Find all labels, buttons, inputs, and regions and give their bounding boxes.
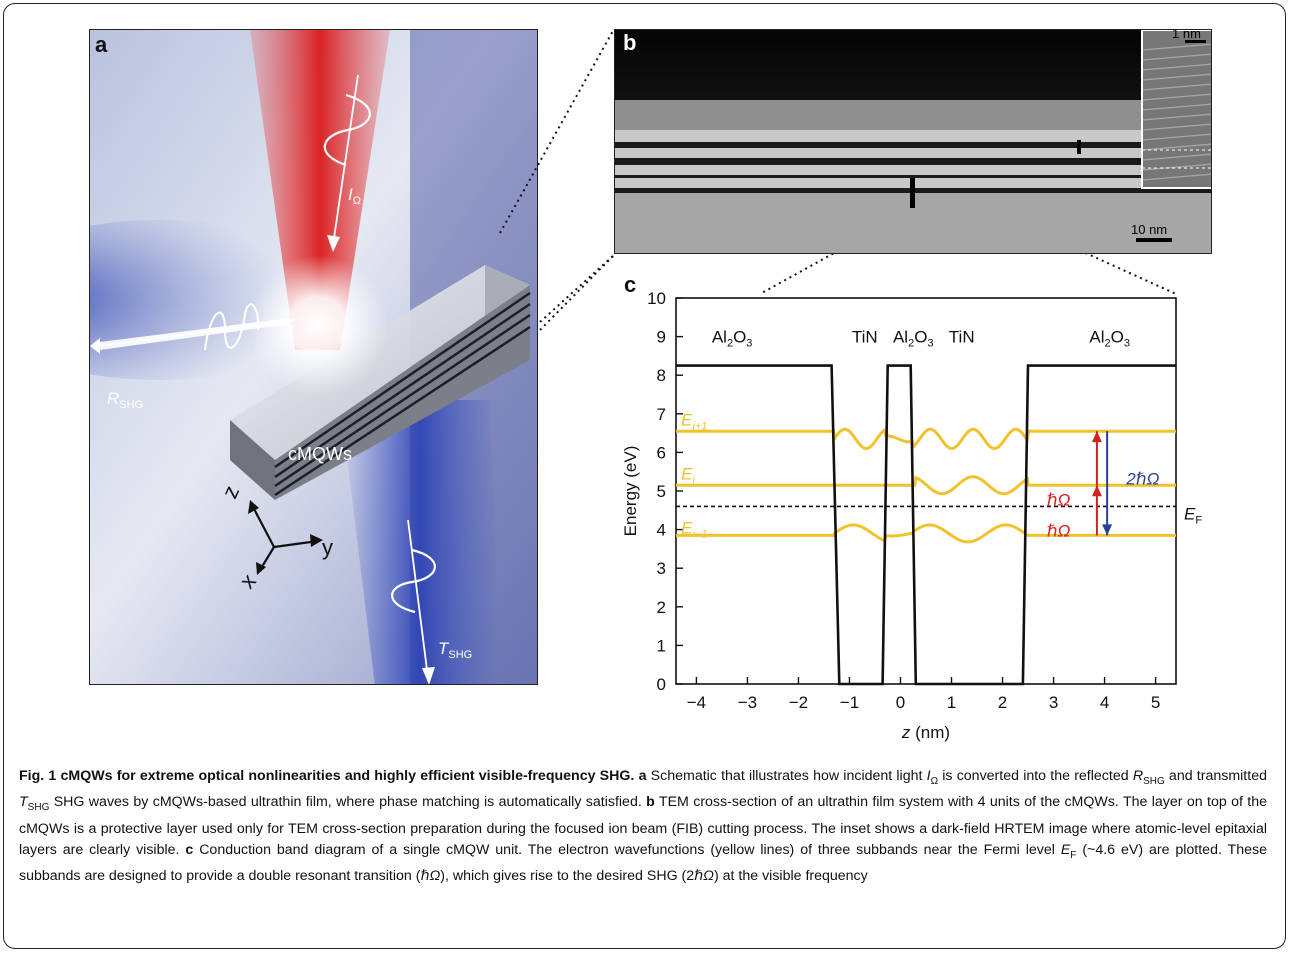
caption-c-label: c (185, 842, 194, 859)
inset-scale-label: 1 nm (1172, 30, 1201, 41)
transition-label-double: 2ℏΩ (1125, 469, 1159, 488)
caption-c-text-4: ) at the visible frequency (713, 868, 868, 885)
caption-b-text: TEM cross-section of an ultrathin film s… (19, 794, 1267, 859)
transition-arrowhead-2 (1091, 431, 1102, 443)
caption-a-symbol-r-sub: SHG (1143, 775, 1165, 787)
transition-label-lower: ℏΩ (1047, 522, 1071, 541)
transmitted-shg-label: TSHG (438, 639, 472, 661)
caption-c-symbol-e-sub: F (1070, 849, 1077, 861)
caption-a-text-3: and transmitted (1164, 768, 1267, 784)
caption-title: cMQWs for extreme optical nonlinearities… (60, 768, 635, 784)
caption-a-symbol-i-sub: Ω (930, 775, 939, 787)
region-label-2: TiN (852, 328, 878, 347)
transition-arrowhead-1 (1091, 485, 1102, 497)
region-label-4: TiN (949, 328, 975, 347)
y-tick-label: 0 (657, 675, 666, 694)
wavefunction-e-i (676, 475, 1176, 496)
caption-c-text-2: (~4.6 eV) are plotted. These subbands ar… (19, 842, 1267, 885)
x-axis-label: z (nm) (901, 723, 950, 742)
caption-a-text-2: is converted into the reflected (938, 768, 1133, 784)
reflected-shg-label: RSHG (107, 389, 143, 411)
caption-b-label: b (646, 794, 655, 811)
main-scale-label: 10 nm (1131, 222, 1167, 237)
cmqws-label: cMQWs (288, 444, 352, 464)
x-tick-label: −4 (687, 693, 706, 712)
subband-label-1: Ei+1 (681, 411, 707, 433)
region-label-1: Al2O3 (712, 328, 753, 350)
caption-a-text-1: Schematic that illustrates how incident … (650, 768, 927, 784)
caption-c-hbar: ℏΩ (420, 868, 441, 885)
panel-c-label: c (624, 272, 636, 297)
region-label-5: Al2O3 (1089, 328, 1130, 350)
x-tick-label: 0 (896, 693, 905, 712)
tem-image-panel: 1 nm 10 nm b (614, 29, 1212, 254)
y-tick-label: 2 (657, 598, 666, 617)
caption-c-hbar-2: ℏΩ (694, 868, 714, 885)
caption-c-text-1: Conduction band diagram of a single cMQW… (199, 842, 1061, 859)
x-tick-label: −3 (738, 693, 757, 712)
x-tick-label: 2 (998, 693, 1007, 712)
caption-c-text-3: ), which gives rise to the desired SHG (… (440, 868, 695, 885)
y-tick-label: 9 (657, 328, 666, 347)
region-label-3: Al2O3 (893, 328, 934, 350)
y-axis-label: Energy (eV) (621, 446, 640, 537)
y-tick-label: 6 (657, 443, 666, 462)
panel-a-label: a (95, 32, 108, 57)
tem-cross-section: 1 nm 10 nm b (615, 30, 1211, 253)
y-tick-label: 1 (657, 636, 666, 655)
caption-fig-label: Fig. 1 (19, 768, 57, 784)
band-diagram-chart: c 0 1 2 3 4 5 6 7 8 9 10 −4 −3 −2 −1 0 1 2 3 4 5 Energy (eV) z… (621, 272, 1202, 742)
band-diagram-panel: c 0 1 2 3 4 5 6 7 8 9 10 −4 −3 −2 −1 0 1 2 3 4 5 Energy (eV) z… (614, 272, 1212, 752)
incident-light-label: IΩ (348, 185, 361, 207)
x-tick-label: 1 (947, 693, 956, 712)
caption-a-symbol-r: R (1132, 768, 1144, 784)
transition-label-upper: ℏΩ (1047, 491, 1071, 510)
axis-y-label: y (322, 535, 333, 560)
caption-a-symbol-t: T (19, 794, 28, 811)
x-tick-label: 4 (1100, 693, 1109, 712)
fermi-label: EF (1184, 504, 1202, 526)
caption-c-symbol-e: E (1060, 842, 1071, 859)
figure-frame (3, 3, 1286, 949)
wavefunction-e-i-1 (676, 427, 1176, 451)
panel-b-label: b (623, 30, 636, 55)
figure-caption: Fig. 1 cMQWs for extreme optical nonline… (19, 766, 1267, 888)
caption-a-text-4: SHG waves by cMQWs-based ultrathin film,… (49, 794, 642, 811)
schematic-panel: a cMQWs IΩ RSHG TSHG z y x (89, 29, 538, 685)
y-tick-label: 4 (657, 521, 666, 540)
x-tick-label: −1 (840, 693, 859, 712)
y-tick-label: 10 (647, 289, 666, 308)
wavefunction-e-i-1 (676, 523, 1176, 544)
transition-arrowhead-3 (1102, 524, 1113, 536)
y-tick-label: 8 (657, 366, 666, 385)
x-tick-label: 5 (1151, 693, 1160, 712)
x-tick-label: 3 (1049, 693, 1058, 712)
conduction-band-line (676, 364, 1176, 686)
caption-a-label: a (638, 768, 647, 784)
subband-label-2: Ei (681, 465, 695, 487)
plot-frame (675, 297, 1177, 685)
y-tick-label: 3 (657, 559, 666, 578)
y-tick-label: 7 (657, 405, 666, 424)
x-tick-label: −2 (789, 693, 808, 712)
subband-label-3: Ei−1 (681, 519, 707, 541)
caption-a-symbol-t-sub: SHG (27, 802, 50, 814)
schematic-illustration: a cMQWs IΩ RSHG TSHG z y x (90, 30, 537, 684)
y-tick-label: 5 (657, 482, 666, 501)
caption-a-symbol-i: I (926, 768, 931, 784)
